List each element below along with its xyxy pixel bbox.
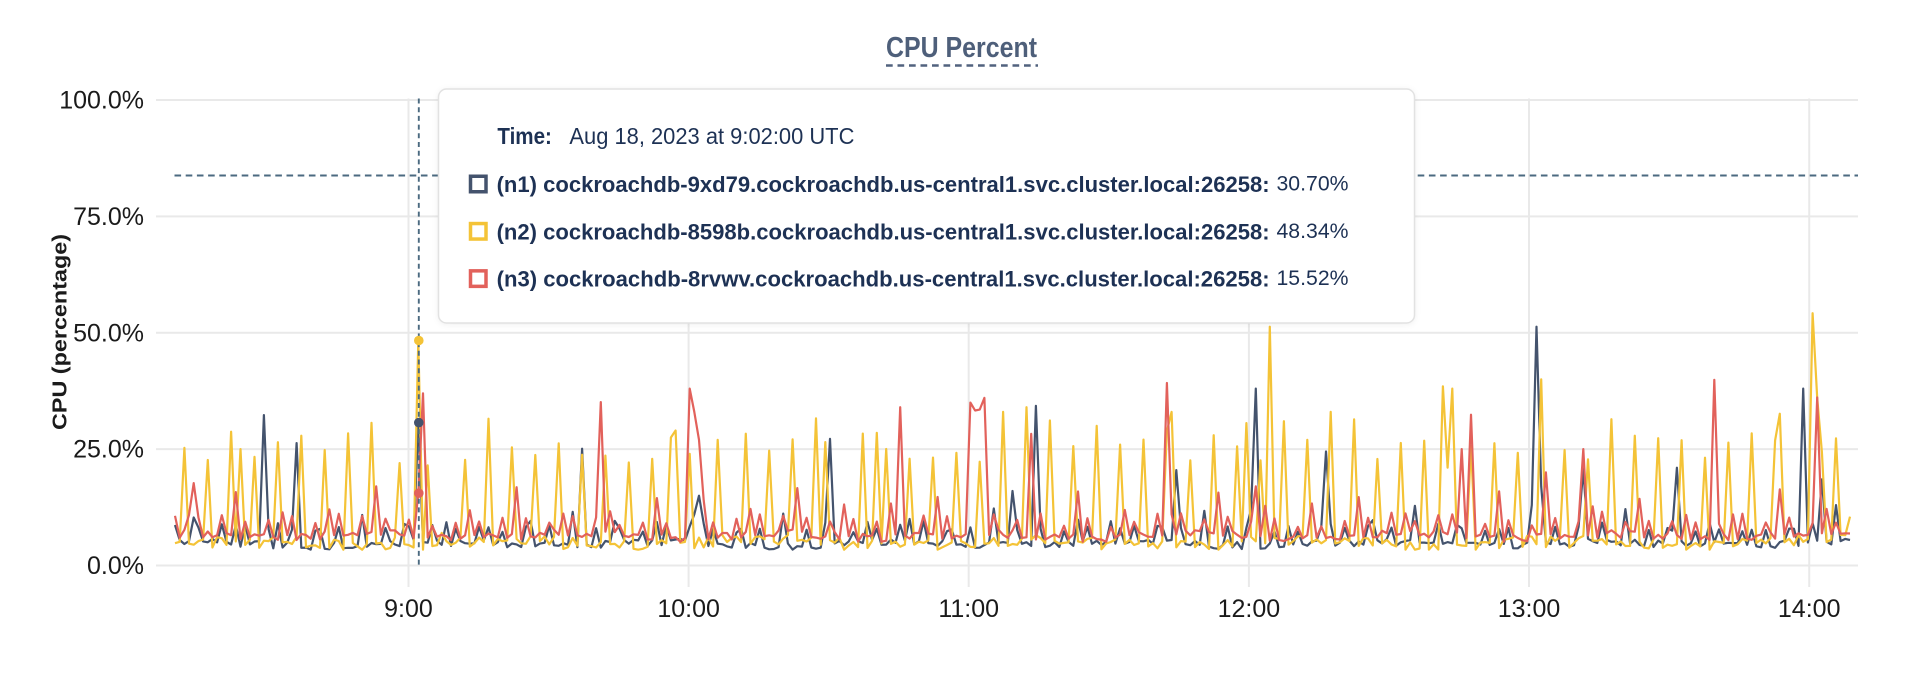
svg-text:13:00: 13:00 — [1498, 595, 1561, 623]
svg-text:CPU Percent: CPU Percent — [886, 32, 1037, 64]
svg-text:75.0%: 75.0% — [73, 203, 144, 231]
svg-text:48.34%: 48.34% — [1277, 219, 1349, 243]
svg-text:0.0%: 0.0% — [87, 552, 144, 580]
svg-text:30.70%: 30.70% — [1277, 172, 1349, 196]
svg-text:15.52%: 15.52% — [1277, 266, 1349, 290]
svg-text:12:00: 12:00 — [1218, 595, 1281, 623]
svg-text:9:00: 9:00 — [384, 595, 433, 623]
svg-text:(n3) cockroachdb-8rvwv.cockroa: (n3) cockroachdb-8rvwv.cockroachdb.us-ce… — [497, 267, 1270, 292]
svg-text:25.0%: 25.0% — [73, 436, 144, 464]
svg-text:Aug 18, 2023 at 9:02:00 UTC: Aug 18, 2023 at 9:02:00 UTC — [569, 123, 854, 149]
svg-text:10:00: 10:00 — [657, 595, 720, 623]
svg-text:CPU (percentage): CPU (percentage) — [50, 234, 72, 430]
svg-text:Time:: Time: — [497, 123, 552, 149]
svg-text:11:00: 11:00 — [938, 595, 999, 623]
svg-text:(n2) cockroachdb-8598b.cockroa: (n2) cockroachdb-8598b.cockroachdb.us-ce… — [497, 219, 1270, 244]
svg-text:100.0%: 100.0% — [59, 87, 144, 115]
svg-text:14:00: 14:00 — [1778, 595, 1841, 623]
svg-text:(n1) cockroachdb-9xd79.cockroa: (n1) cockroachdb-9xd79.cockroachdb.us-ce… — [497, 172, 1270, 197]
svg-text:50.0%: 50.0% — [73, 319, 144, 347]
